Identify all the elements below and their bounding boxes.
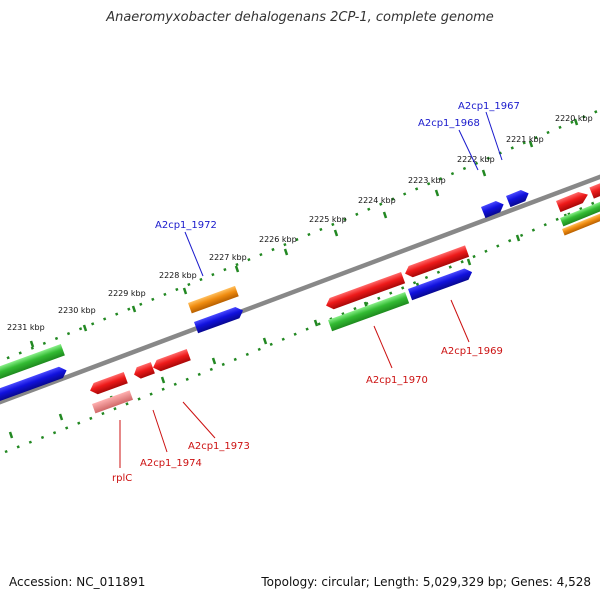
- kbp-label: 2223 kbp: [408, 176, 446, 185]
- kbp-label: 2224 kbp: [358, 196, 396, 205]
- kbp-label: 2225 kbp: [309, 215, 347, 224]
- accession-label: Accession: NC_011891: [9, 575, 146, 589]
- kbp-label: 2227 kbp: [209, 253, 247, 262]
- gene-feature[interactable]: [556, 189, 590, 213]
- gene-feature[interactable]: [132, 362, 155, 380]
- gene-feature[interactable]: [92, 390, 134, 414]
- leader-line: [152, 409, 168, 453]
- gene-label[interactable]: A2cp1_1973: [188, 441, 250, 452]
- reverse-ruler: [4, 198, 600, 454]
- gene-label[interactable]: A2cp1_1968: [418, 118, 480, 129]
- leader-line: [373, 325, 393, 369]
- forward-ruler: [0, 108, 600, 363]
- leader-line: [458, 129, 479, 171]
- forward-ticks: [29, 118, 579, 348]
- gene-feature[interactable]: [151, 349, 191, 373]
- gene-feature[interactable]: [324, 271, 406, 311]
- gene-feature[interactable]: [403, 245, 470, 279]
- leader-line: [182, 401, 216, 439]
- kbp-label: 2221 kbp: [506, 135, 544, 144]
- gene-feature[interactable]: [589, 176, 600, 199]
- gene-feature[interactable]: [0, 365, 69, 402]
- gene-label[interactable]: A2cp1_1970: [366, 375, 428, 386]
- gene-feature[interactable]: [88, 372, 128, 396]
- kbp-label: 2230 kbp: [58, 306, 96, 315]
- kbp-label: 2231 kbp: [7, 323, 45, 332]
- gene-feature[interactable]: [481, 199, 506, 219]
- kbp-label: 2229 kbp: [108, 289, 146, 298]
- gene-feature[interactable]: [0, 344, 65, 380]
- genome-summary-label: Topology: circular; Length: 5,029,329 bp…: [261, 575, 591, 589]
- kbp-label: 2228 kbp: [159, 271, 197, 280]
- gene-feature[interactable]: [188, 285, 239, 314]
- gene-feature[interactable]: [194, 305, 245, 334]
- forward-genes: [0, 176, 600, 402]
- gene-feature[interactable]: [560, 199, 600, 227]
- gene-feature[interactable]: [408, 266, 474, 301]
- gene-label[interactable]: A2cp1_1967: [458, 101, 520, 112]
- gene-feature[interactable]: [328, 291, 410, 332]
- gene-label[interactable]: A2cp1_1974: [140, 458, 202, 469]
- kbp-label: 2220 kbp: [555, 114, 593, 123]
- gene-label[interactable]: A2cp1_1969: [441, 346, 503, 357]
- genome-backbone: [0, 174, 600, 405]
- kbp-label: 2222 kbp: [457, 155, 495, 164]
- gene-label[interactable]: A2cp1_1972: [155, 220, 217, 231]
- kbp-label: 2226 kbp: [259, 235, 297, 244]
- gene-feature[interactable]: [562, 210, 600, 236]
- map-title: Anaeromyxobacter dehalogenans 2CP-1, com…: [106, 10, 494, 25]
- kbp-labels: 2220 kbp 2221 kbp 2222 kbp 2223 kbp 2224…: [7, 114, 593, 332]
- gene-label[interactable]: rplC: [112, 473, 132, 484]
- reverse-genes: [88, 349, 191, 414]
- leader-line: [450, 299, 470, 343]
- gene-feature[interactable]: [506, 188, 531, 208]
- leader-line: [485, 111, 503, 161]
- leader-line: [184, 231, 204, 277]
